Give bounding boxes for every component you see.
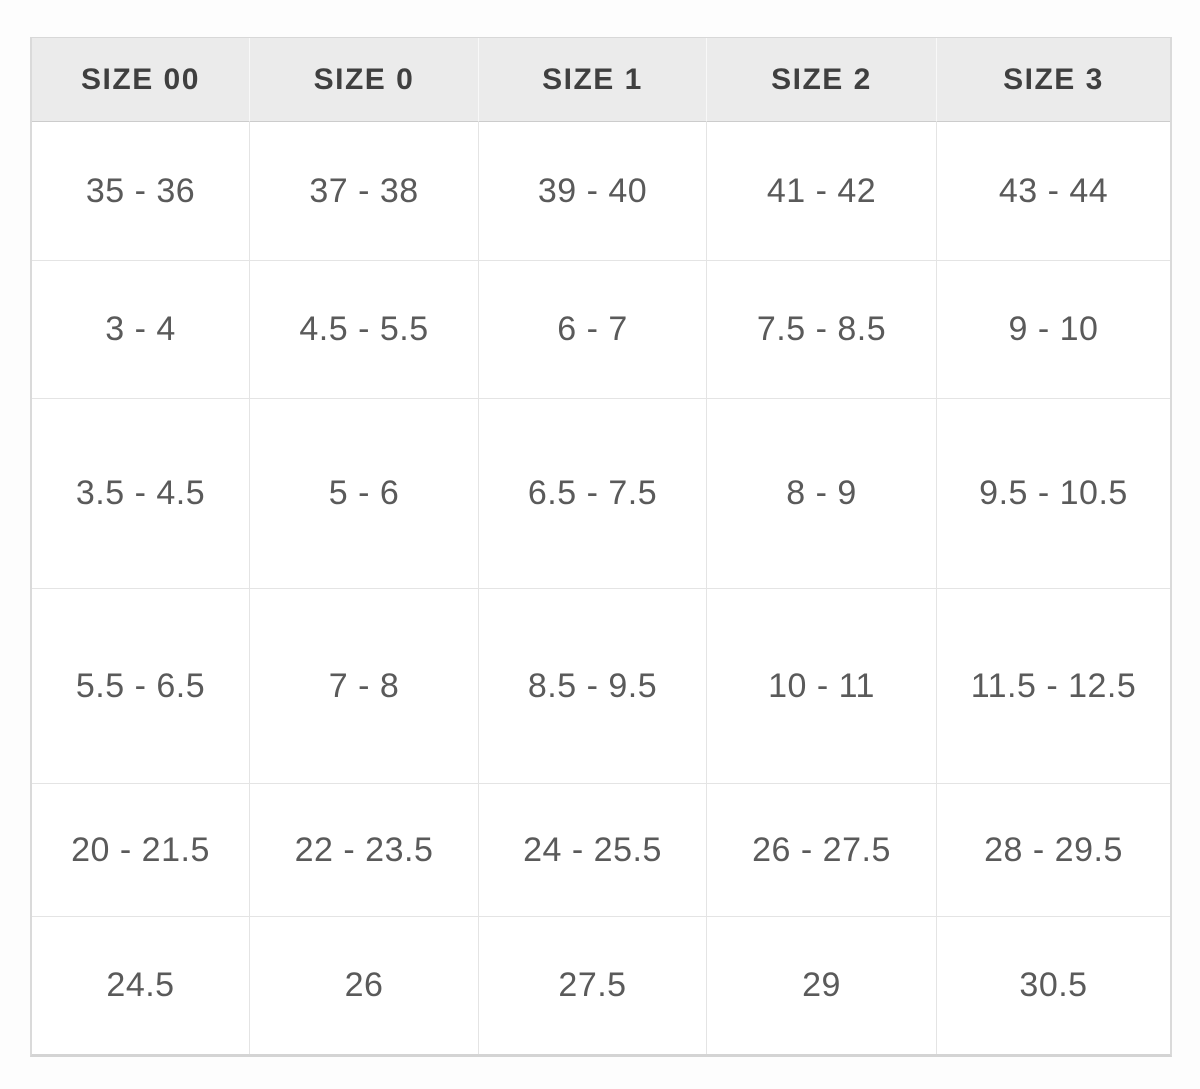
size-cell: 22 - 23.5 bbox=[250, 784, 479, 917]
size-cell: 8.5 - 9.5 bbox=[479, 589, 707, 784]
column-header-size-00: SIZE 00 bbox=[32, 38, 250, 122]
size-cell: 39 - 40 bbox=[479, 122, 707, 261]
table-row: 35 - 36 37 - 38 39 - 40 41 - 42 43 - 44 bbox=[32, 122, 1170, 261]
column-header-size-2: SIZE 2 bbox=[707, 38, 937, 122]
size-cell: 7.5 - 8.5 bbox=[707, 261, 937, 399]
size-cell: 6 - 7 bbox=[479, 261, 707, 399]
size-cell: 24.5 bbox=[32, 917, 250, 1054]
size-cell: 29 bbox=[707, 917, 937, 1054]
table-row: 3.5 - 4.5 5 - 6 6.5 - 7.5 8 - 9 9.5 - 10… bbox=[32, 399, 1170, 589]
size-cell: 37 - 38 bbox=[250, 122, 479, 261]
size-cell: 43 - 44 bbox=[937, 122, 1170, 261]
size-cell: 24 - 25.5 bbox=[479, 784, 707, 917]
size-cell: 27.5 bbox=[479, 917, 707, 1054]
size-cell: 9.5 - 10.5 bbox=[937, 399, 1170, 589]
table-row: 20 - 21.5 22 - 23.5 24 - 25.5 26 - 27.5 … bbox=[32, 784, 1170, 917]
column-header-size-1: SIZE 1 bbox=[479, 38, 707, 122]
size-cell: 30.5 bbox=[937, 917, 1170, 1054]
header-row: SIZE 00 SIZE 0 SIZE 1 SIZE 2 SIZE 3 bbox=[32, 38, 1170, 122]
table-row: 5.5 - 6.5 7 - 8 8.5 - 9.5 10 - 11 11.5 -… bbox=[32, 589, 1170, 784]
table-row: 3 - 4 4.5 - 5.5 6 - 7 7.5 - 8.5 9 - 10 bbox=[32, 261, 1170, 399]
size-cell: 3 - 4 bbox=[32, 261, 250, 399]
size-cell: 6.5 - 7.5 bbox=[479, 399, 707, 589]
column-header-size-0: SIZE 0 bbox=[250, 38, 479, 122]
size-cell: 9 - 10 bbox=[937, 261, 1170, 399]
size-cell: 8 - 9 bbox=[707, 399, 937, 589]
size-cell: 11.5 - 12.5 bbox=[937, 589, 1170, 784]
size-cell: 7 - 8 bbox=[250, 589, 479, 784]
size-chart-table: SIZE 00 SIZE 0 SIZE 1 SIZE 2 SIZE 3 35 -… bbox=[30, 37, 1172, 1057]
size-cell: 10 - 11 bbox=[707, 589, 937, 784]
size-cell: 26 bbox=[250, 917, 479, 1054]
size-cell: 35 - 36 bbox=[32, 122, 250, 261]
size-cell: 5.5 - 6.5 bbox=[32, 589, 250, 784]
size-cell: 26 - 27.5 bbox=[707, 784, 937, 917]
size-cell: 4.5 - 5.5 bbox=[250, 261, 479, 399]
table-row: 24.5 26 27.5 29 30.5 bbox=[32, 917, 1170, 1054]
size-cell: 5 - 6 bbox=[250, 399, 479, 589]
column-header-size-3: SIZE 3 bbox=[937, 38, 1170, 122]
size-cell: 28 - 29.5 bbox=[937, 784, 1170, 917]
size-cell: 3.5 - 4.5 bbox=[32, 399, 250, 589]
size-cell: 41 - 42 bbox=[707, 122, 937, 261]
size-cell: 20 - 21.5 bbox=[32, 784, 250, 917]
